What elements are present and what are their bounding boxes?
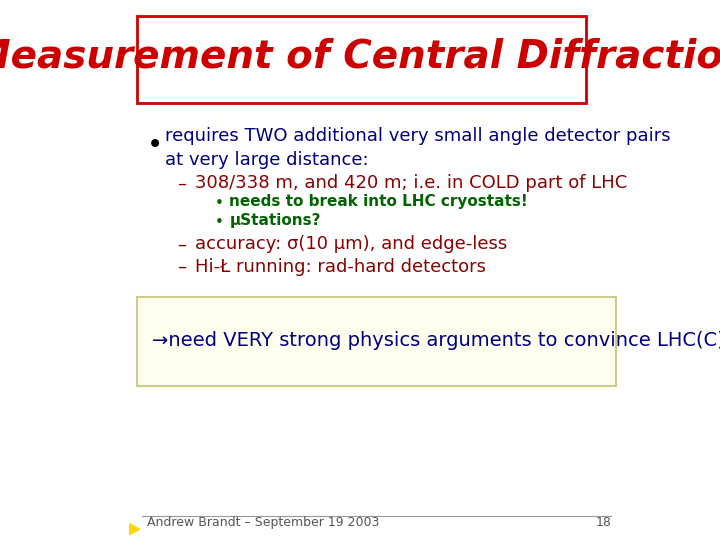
Text: Andrew Brandt – September 19 2003: Andrew Brandt – September 19 2003: [147, 516, 379, 529]
Text: •: •: [147, 131, 163, 159]
FancyBboxPatch shape: [137, 16, 586, 103]
Text: –: –: [177, 235, 186, 253]
Text: Hi-Ł running: rad-hard detectors: Hi-Ł running: rad-hard detectors: [194, 258, 485, 276]
Text: requires TWO additional very small angle detector pairs: requires TWO additional very small angle…: [165, 127, 670, 145]
Text: at very large distance:: at very large distance:: [165, 151, 368, 169]
Text: •: •: [215, 215, 223, 230]
Text: –: –: [177, 174, 186, 192]
Text: •: •: [215, 196, 223, 211]
Text: 308/338 m, and 420 m; i.e. in COLD part of LHC: 308/338 m, and 420 m; i.e. in COLD part …: [194, 174, 627, 192]
Text: μStations?: μStations?: [230, 213, 321, 228]
Text: –: –: [177, 258, 186, 276]
Polygon shape: [130, 524, 140, 535]
Text: needs to break into LHC cryostats!: needs to break into LHC cryostats!: [230, 194, 528, 210]
Text: Measurement of Central Diffraction: Measurement of Central Diffraction: [0, 38, 720, 76]
FancyBboxPatch shape: [137, 297, 616, 386]
Text: 18: 18: [595, 516, 611, 529]
Text: accuracy: σ(10 μm), and edge-less: accuracy: σ(10 μm), and edge-less: [194, 235, 507, 253]
Text: →need VERY strong physics arguments to convince LHC(C)!: →need VERY strong physics arguments to c…: [152, 330, 720, 350]
